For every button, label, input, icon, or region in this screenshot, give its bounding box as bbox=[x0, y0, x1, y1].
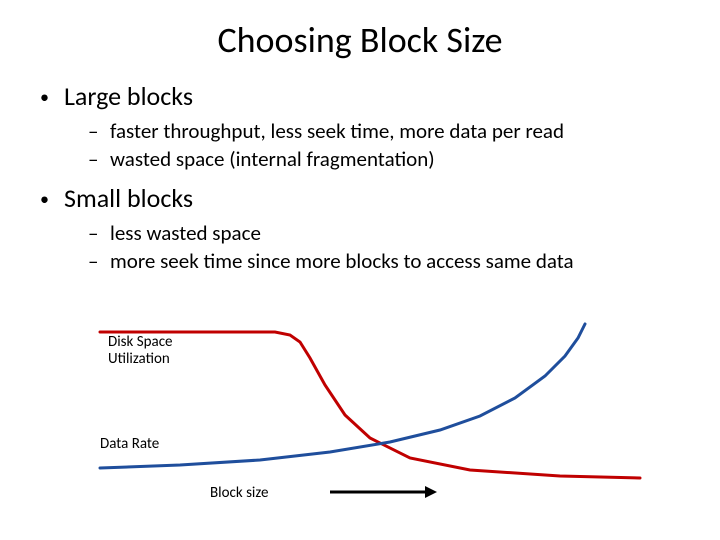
subbullet-text: faster throughput, less seek time, more … bbox=[110, 118, 564, 144]
bullet-dot-icon: • bbox=[40, 188, 64, 210]
bullet-text: Small blocks bbox=[64, 182, 193, 214]
subbullet-text: less wasted space bbox=[110, 220, 261, 246]
subbullet-text: wasted space (internal fragmentation) bbox=[110, 146, 435, 172]
subbullet-small-1: – more seek time since more blocks to ac… bbox=[88, 248, 700, 274]
chart: Disk Space Utilization Data Rate Block s… bbox=[100, 330, 640, 530]
dash-icon: – bbox=[88, 248, 110, 274]
dash-icon: – bbox=[88, 220, 110, 246]
bullet-text: Large blocks bbox=[64, 80, 193, 112]
chart-svg bbox=[100, 330, 640, 480]
dash-icon: – bbox=[88, 146, 110, 172]
label-disk-space: Disk Space Utilization bbox=[108, 334, 173, 369]
label-data-rate: Data Rate bbox=[100, 436, 159, 453]
subbullet-large-0: – faster throughput, less seek time, mor… bbox=[88, 118, 700, 144]
label-block-size: Block size bbox=[210, 485, 268, 502]
page-title: Choosing Block Size bbox=[0, 0, 720, 80]
bullet-dot-icon: • bbox=[40, 86, 64, 108]
subbullet-small-0: – less wasted space bbox=[88, 220, 700, 246]
subbullet-large-1: – wasted space (internal fragmentation) bbox=[88, 146, 700, 172]
chart-line-red bbox=[100, 332, 640, 478]
content-area: • Large blocks – faster throughput, less… bbox=[0, 80, 720, 274]
arrow-icon bbox=[330, 484, 440, 504]
bullet-large-blocks: • Large blocks bbox=[40, 80, 700, 112]
chart-line-blue bbox=[100, 324, 585, 468]
dash-icon: – bbox=[88, 118, 110, 144]
bullet-small-blocks: • Small blocks bbox=[40, 182, 700, 214]
subbullet-text: more seek time since more blocks to acce… bbox=[110, 248, 574, 274]
